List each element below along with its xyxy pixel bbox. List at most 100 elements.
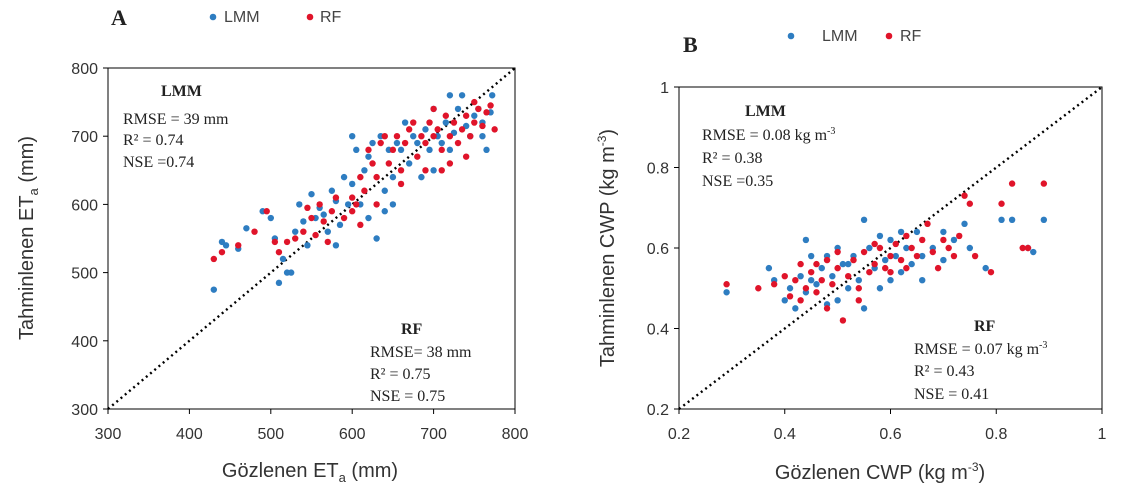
panel-b-point-rf [855,285,862,292]
panel-a-point-rf [373,173,380,181]
panel-b-lmm-nse: NSE =0.35 [702,173,773,190]
panel-a-point-rf [381,133,388,140]
panel-b-point-rf [866,268,873,276]
panel-a-point-lmm [373,235,380,242]
panel-b-point-rf [961,192,968,199]
panel-a-point-lmm [389,201,397,208]
panel-a-point-rf [393,133,401,140]
panel-b-point-lmm [919,277,926,284]
panel-a-point-rf [483,109,490,116]
panel-b-point-rf [797,297,804,304]
panel-a-point-rf [292,235,299,242]
panel-a-lmm-stats-title: LMM [161,83,202,100]
panel-a-point-rf [471,98,478,106]
panel-a-x-tick-label: 400 [176,426,203,443]
panel-a-point-rf [446,160,454,167]
panel-a-y-tick-label: 300 [71,402,98,419]
panel-b-point-rf [956,232,963,240]
panel-b-point-rf [850,256,857,264]
panel-b-lmm-r2: R² = 0.38 [702,150,763,167]
panel-b-y-ticks: 0.2 0.4 0.6 0.8 1 [647,80,679,419]
panel-b-point-lmm [845,285,852,292]
panel-b-lmm-stats-title: LMM [745,103,786,120]
panel-b-point-lmm [982,264,989,272]
panel-b-point-lmm [903,244,910,252]
panel-b-point-lmm [792,305,799,312]
panel-a-y-tick-label: 500 [71,266,98,283]
panel-b-point-rf [1019,244,1026,252]
panel-b-point-rf [897,256,905,264]
panel-a-point-lmm [292,228,299,235]
panel-a-point-lmm [210,286,218,293]
panel-a-point-rf [275,248,283,256]
panel-a-point-rf [332,194,340,201]
panel-a-point-rf [377,139,384,147]
panel-a-point-rf [487,102,494,109]
panel-b-reference-line [678,86,1103,410]
panel-b-point-lmm [813,281,820,288]
panel-b-rf-stats-title: RF [974,318,996,335]
panel-a-point-lmm [418,173,425,181]
panel-a-point-lmm [365,153,372,160]
panel-b-point-lmm [839,260,847,268]
panel-a-point-rf [422,167,429,174]
panel-a-x-axis-title: Gözlenen ETa (mm) [222,460,398,485]
panel-b-x-tick-label: 0.6 [879,426,901,443]
panel-b-legend-lmm-marker [787,32,795,40]
panel-b-point-rf [723,281,730,288]
panel-b-point-lmm [940,256,947,264]
panel-a-x-tick-label: 600 [339,426,366,443]
panel-b-point-lmm [998,216,1005,224]
panel-b-point-lmm [855,277,862,284]
panel-b-point-rf [950,252,958,260]
panel-b-legend: LMM RF [787,28,922,45]
panel-b-point-rf [934,264,942,272]
panel-a-point-rf [430,133,437,140]
panel-a-rf-rmse: RMSE= 38 mm [370,344,472,361]
panel-a-point-lmm [426,146,433,154]
panel-a-point-lmm [446,146,454,154]
panel-b-rf-r2: R² = 0.43 [914,363,975,380]
panel-b-lmm-rmse: RMSE = 0.08 kg m-3 [702,126,835,144]
panel-a-point-rf [283,238,291,246]
panel-a-point-rf [328,208,336,215]
panel-a-x-tick-label: 700 [420,426,447,443]
panel-b-point-rf [823,256,831,264]
panel-b-y-tick-label: 0.4 [647,322,669,339]
panel-b-x-tick-label: 0.4 [774,426,796,443]
panel-b-point-rf [913,252,921,260]
panel-a-reference-line [107,67,516,410]
panel-b-rf-nse: NSE = 0.41 [914,386,989,403]
panel-a-point-lmm [446,92,454,99]
panel-a-point-rf [438,146,445,154]
panel-b-point-lmm [1008,216,1016,224]
panel-b-points [723,180,1048,324]
panel-b-point-rf [987,268,995,276]
panel-b-label: B [683,32,698,57]
panel-b-rf-stats: RF RMSE = 0.07 kg m-3 R² = 0.43 NSE = 0.… [914,318,1047,403]
panel-a-legend-rf: RF [320,9,342,26]
panel-a-point-lmm [320,211,327,218]
panel-b-point-lmm [829,272,836,280]
panel-b-point-rf [876,244,884,252]
panel-b-point-lmm [866,244,873,252]
panel-a-point-rf [353,201,360,208]
panel-b-point-lmm [860,216,868,224]
panel-a-point-rf [434,126,441,133]
panel-a-point-rf [458,126,466,133]
panel-b-point-rf [845,272,852,280]
panel-b-x-ticks: 0.2 0.4 0.6 0.8 1 [668,409,1107,443]
panel-a-point-lmm [308,190,315,198]
panel-a-point-lmm [300,218,307,225]
panel-a-point-lmm [442,119,450,126]
panel-b-point-lmm [860,305,868,312]
panel-a-point-rf [462,112,470,119]
panel-b-point-rf [860,248,868,256]
panel-b-y-tick-label: 0.8 [647,161,669,178]
panel-b-x-tick-label: 0.2 [668,426,690,443]
panel-b-point-rf [919,236,926,244]
panel-b-point-rf [818,277,825,284]
panel-a-x-tick-label: 800 [502,426,529,443]
panel-a-point-rf [410,119,417,126]
panel-b-point-lmm [802,236,810,244]
